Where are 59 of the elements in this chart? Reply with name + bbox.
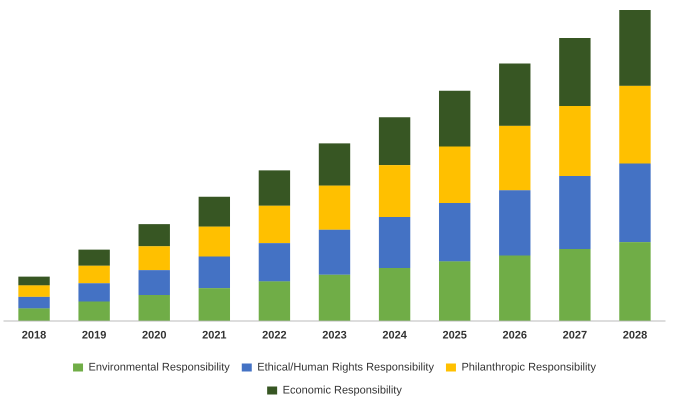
bar (258, 206, 290, 244)
bar (619, 10, 651, 86)
legend-label: Environmental Responsibility (88, 362, 230, 374)
bar (18, 285, 50, 297)
bar (378, 268, 410, 321)
bar (378, 117, 410, 166)
bar (138, 270, 170, 296)
bar (138, 224, 170, 246)
x-tick-label: 2018 (22, 329, 46, 342)
x-tick-label: 2027 (562, 329, 588, 342)
bar (619, 86, 651, 164)
bar (438, 261, 470, 321)
bar (78, 302, 110, 321)
bar (198, 288, 230, 321)
bar (318, 143, 350, 186)
bar (438, 203, 470, 262)
bar (438, 146, 470, 204)
bar (258, 281, 290, 321)
x-tick-label: 2020 (142, 329, 166, 342)
bar (438, 90, 470, 146)
bar (18, 276, 50, 286)
bar (138, 295, 170, 321)
x-tick-label: 2023 (322, 329, 347, 342)
bar (78, 266, 110, 284)
bar (18, 308, 50, 321)
bar (559, 176, 591, 250)
bar (198, 226, 230, 256)
bar (499, 126, 530, 190)
bar (499, 256, 530, 321)
bar (18, 296, 50, 308)
bar (499, 63, 530, 126)
bar (318, 274, 350, 321)
legend-label: Ethical/Human Rights Responsibility (257, 362, 434, 374)
x-tick-label: 2022 (262, 329, 287, 342)
x-tick-label: 2025 (442, 329, 467, 342)
bar (258, 243, 290, 282)
bar (318, 186, 350, 230)
bar (619, 242, 651, 321)
bar (378, 216, 410, 268)
bar (318, 230, 350, 275)
bar (198, 196, 230, 227)
bar (559, 106, 591, 176)
legend-label: Economic Responsibility (282, 384, 402, 397)
bar (78, 283, 110, 302)
bar (559, 38, 591, 106)
bar (78, 250, 110, 266)
bar (499, 190, 530, 256)
x-tick-label: 2019 (82, 329, 106, 342)
legend-label: Philanthropic Responsibility (461, 362, 596, 374)
x-tick-label: 2026 (502, 329, 528, 342)
bar (619, 164, 651, 242)
bar (559, 249, 591, 321)
bar (258, 170, 290, 206)
bar (378, 165, 410, 217)
x-tick-label: 2024 (382, 329, 408, 342)
bar (138, 246, 170, 270)
x-tick-label: 2021 (202, 329, 227, 342)
x-tick-label: 2028 (622, 329, 648, 342)
bar (198, 256, 230, 288)
